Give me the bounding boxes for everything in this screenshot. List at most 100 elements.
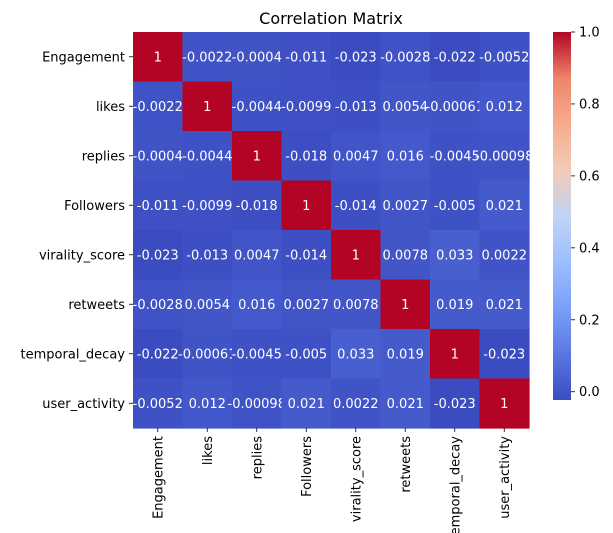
x-tick-label: temporal_decay [448, 436, 463, 533]
heatmap-cell [281, 230, 332, 281]
cell-annotation: -0.0004 [133, 149, 183, 164]
colorbar-tick-label: 1.0 [579, 26, 600, 41]
cell-annotation: -0.023 [483, 347, 525, 362]
heatmap-cell [430, 180, 481, 231]
heatmap-cell [182, 131, 233, 182]
cell-annotation: -0.005 [285, 347, 327, 362]
heatmap-cell [331, 32, 382, 83]
chart-title: Correlation Matrix [259, 9, 403, 28]
cell-annotation: -0.018 [285, 149, 327, 164]
cell-annotation: 0.019 [387, 347, 424, 362]
heatmap-cell [232, 378, 283, 429]
heatmap-cell [331, 279, 382, 330]
y-tick-label: replies [82, 149, 126, 164]
heatmap-cell [281, 378, 332, 429]
cell-annotation: -0.022 [434, 50, 476, 65]
heatmap-cell [182, 230, 233, 281]
heatmap-cell [430, 131, 481, 182]
cell-annotation: 0.016 [387, 149, 424, 164]
cell-annotation: -0.0022 [182, 50, 232, 65]
heatmap-cell [182, 180, 233, 231]
cell-annotation: -0.022 [137, 347, 179, 362]
cell-annotation: 0.021 [486, 298, 523, 313]
heatmap-cell [380, 131, 431, 182]
cell-annotation: 1 [401, 298, 409, 313]
x-tick-label: Engagement [151, 436, 166, 519]
x-tick-label: user_activity [498, 436, 513, 519]
heatmap-cell [430, 378, 481, 429]
heatmap-cell [430, 32, 481, 83]
y-tick-labels: Engagement likes replies Followers virality_… [21, 50, 133, 412]
heatmap-cell [331, 230, 382, 281]
heatmap-cell [479, 230, 530, 281]
heatmap-cell [479, 32, 530, 83]
heatmap-cell [281, 279, 332, 330]
heatmap-cell [380, 329, 431, 380]
heatmap-cell [133, 230, 184, 281]
cell-annotation: -0.0028 [380, 50, 430, 65]
heatmap-cell [331, 81, 382, 132]
x-tick-labels: Engagement likes replies Followers virality_… [151, 428, 513, 533]
x-tick-label: retweets [399, 436, 414, 493]
cell-annotation: -0.023 [434, 397, 476, 412]
heatmap-cell [479, 329, 530, 380]
cell-annotation: 0.021 [288, 397, 325, 412]
cell-annotation: -0.013 [186, 248, 228, 263]
cell-annotation: -0.0022 [133, 100, 183, 115]
heatmap-cell [232, 32, 283, 83]
y-tick-label: Engagement [42, 50, 125, 65]
colorbar-tick-label: 0.2 [579, 313, 600, 328]
cell-annotation: -0.00098 [475, 149, 533, 164]
heatmap-cell [232, 81, 283, 132]
cell-annotation: 0.0054 [185, 298, 231, 313]
cell-annotation: -0.023 [335, 50, 377, 65]
cell-annotation: 0.019 [436, 298, 473, 313]
cell-annotation: -0.005 [434, 199, 476, 214]
cell-annotation: 1 [154, 50, 162, 65]
heatmap-cell [182, 378, 233, 429]
heatmap-cell [281, 131, 332, 182]
heatmap-cell [380, 378, 431, 429]
cell-annotation: -0.011 [285, 50, 327, 65]
colorbar-gradient [553, 32, 571, 400]
cell-annotation: 0.0078 [383, 248, 429, 263]
cell-annotation: 0.012 [189, 397, 226, 412]
heatmap-cell [232, 279, 283, 330]
y-tick-label: retweets [68, 298, 125, 313]
colorbar-tick-label: 0.0 [579, 385, 600, 400]
heatmap-cell [232, 131, 283, 182]
heatmap-cell [479, 131, 530, 182]
cell-annotation: -0.0099 [281, 100, 331, 115]
cell-annotation: -0.018 [236, 199, 278, 214]
cell-annotation: -0.00098 [228, 397, 286, 412]
y-tick-label: Followers [64, 199, 125, 214]
heatmap-cell [133, 378, 184, 429]
cell-annotation: 0.0047 [234, 248, 280, 263]
cell-annotation: -0.014 [335, 199, 377, 214]
y-tick-label: likes [96, 100, 125, 115]
cell-annotation: -0.0028 [133, 298, 183, 313]
heatmap-cell [380, 81, 431, 132]
cell-annotation: 0.016 [238, 298, 275, 313]
cell-annotation: 0.0027 [383, 199, 429, 214]
heatmap-cell [182, 32, 233, 83]
heatmap-cell [281, 329, 332, 380]
cell-annotation: 0.021 [387, 397, 424, 412]
y-tick-label: user_activity [42, 397, 125, 412]
cell-annotation: 0.0054 [383, 100, 429, 115]
y-tick-label: virality_score [39, 248, 125, 263]
cell-annotation: -0.023 [137, 248, 179, 263]
heatmap-cell [479, 378, 530, 429]
heatmap-cell [430, 329, 481, 380]
cell-annotation: -0.00061 [426, 100, 484, 115]
heatmap-cell [133, 81, 184, 132]
cell-annotation: -0.0045 [430, 149, 480, 164]
heatmap-cell [331, 131, 382, 182]
heatmap-cell [281, 32, 332, 83]
cell-annotation: 0.0022 [482, 248, 528, 263]
heatmap-cell [133, 131, 184, 182]
heatmap-cell [232, 329, 283, 380]
heatmap-cell [479, 180, 530, 231]
